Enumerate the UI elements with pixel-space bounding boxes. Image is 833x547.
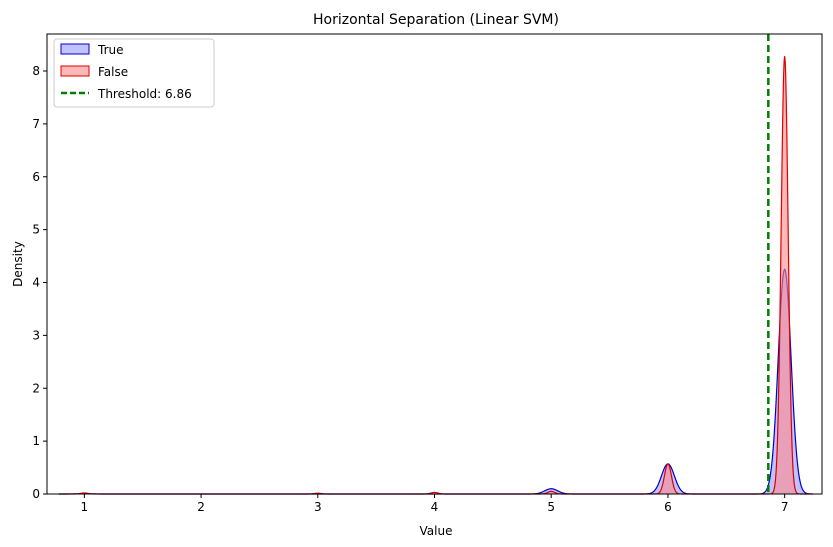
- density-line-false: [58, 56, 813, 495]
- y-axis: 0 1 2 3 4 5 6 7 8: [32, 64, 47, 501]
- y-tick-label: 2: [32, 381, 40, 395]
- legend-swatch-false: [60, 65, 90, 77]
- x-tick-label: 3: [314, 500, 322, 514]
- y-tick-label: 0: [32, 487, 40, 501]
- x-tick-label: 5: [547, 500, 555, 514]
- legend-label-true: True: [97, 43, 124, 57]
- density-area-true: [58, 269, 813, 494]
- y-tick-label: 4: [32, 276, 40, 290]
- y-tick-label: 8: [32, 64, 40, 78]
- x-tick-label: 6: [664, 500, 672, 514]
- y-tick-label: 3: [32, 328, 40, 342]
- y-tick-label: 7: [32, 117, 40, 131]
- legend-swatch-true: [60, 43, 90, 55]
- density-line-true: [58, 268, 813, 495]
- x-tick-label: 2: [197, 500, 205, 514]
- y-tick-label: 5: [32, 223, 40, 237]
- y-axis-label: Density: [11, 241, 25, 287]
- x-axis-label: Value: [420, 524, 453, 538]
- y-tick-label: 1: [32, 434, 40, 448]
- legend-label-false: False: [98, 65, 128, 79]
- x-tick-label: 1: [81, 500, 89, 514]
- chart-title: Horizontal Separation (Linear SVM): [313, 12, 559, 28]
- legend-box: [53, 38, 215, 108]
- density-area-false: [58, 56, 813, 495]
- x-tick-label: 4: [431, 500, 439, 514]
- y-tick-label: 6: [32, 170, 40, 184]
- x-axis: 1 2 3 4 5 6 7: [81, 494, 789, 514]
- x-tick-label: 7: [781, 500, 789, 514]
- legend-label-threshold: Threshold: 6.86: [97, 87, 192, 101]
- legend: True False Threshold: 6.86: [53, 38, 215, 108]
